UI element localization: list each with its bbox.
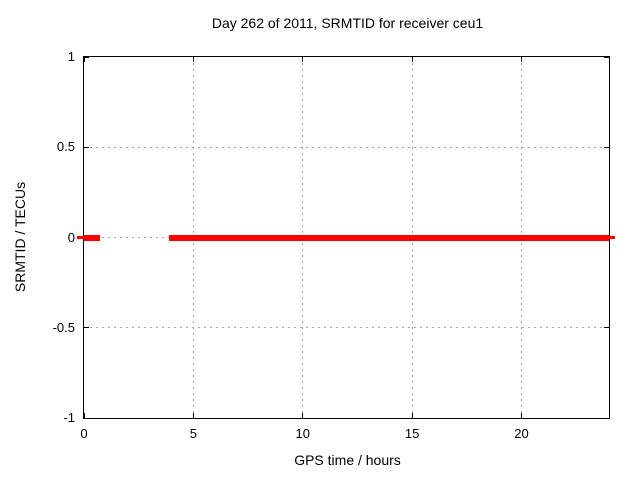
y-tick-mark-right: [604, 56, 609, 58]
x-tick-label: 10: [295, 426, 310, 441]
y-tick-mark-right: [604, 146, 609, 148]
y-tick-label: 1: [67, 49, 75, 64]
x-tick-mark-top: [83, 57, 85, 62]
x-tick-label: 0: [80, 426, 88, 441]
x-tick-mark-top: [192, 57, 194, 62]
x-tick-mark-top: [302, 57, 304, 62]
y-tick-mark-left: [84, 417, 89, 419]
x-tick-mark-top: [411, 57, 413, 62]
x-tick-mark-bottom: [83, 413, 85, 418]
x-tick-label: 20: [514, 426, 529, 441]
y-tick-mark-left: [84, 56, 89, 58]
data-line-segment: [84, 234, 101, 241]
y-tick-mark-left: [84, 327, 89, 329]
data-line-segment: [169, 234, 609, 241]
x-tick-mark-bottom: [302, 413, 304, 418]
x-axis-label: GPS time / hours: [294, 452, 401, 468]
x-tick-mark-bottom: [521, 413, 522, 418]
x-tick-mark-bottom: [411, 413, 413, 418]
y-tick-label: 0: [67, 229, 75, 245]
x-tick-mark-top: [521, 57, 522, 62]
x-tick-label: 5: [189, 426, 197, 441]
y-tick-mark-left: [84, 146, 89, 148]
data-line-edge-stub-right: [609, 236, 615, 239]
y-tick-mark-right: [604, 417, 609, 419]
grid-line-horizontal: [84, 327, 609, 329]
plot-area: [77, 56, 615, 419]
y-tick-mark-right: [604, 327, 609, 329]
x-tick-label: 15: [404, 426, 420, 441]
grid-line-horizontal: [84, 146, 609, 148]
chart-title: Day 262 of 2011, SRMTID for receiver ceu…: [211, 15, 484, 31]
y-tick-label: -0.5: [52, 319, 75, 335]
data-line-edge-stub-left: [77, 236, 84, 239]
x-tick-mark-bottom: [192, 413, 194, 418]
y-tick-label: -1: [63, 410, 75, 425]
y-tick-label: 0.5: [56, 139, 75, 155]
